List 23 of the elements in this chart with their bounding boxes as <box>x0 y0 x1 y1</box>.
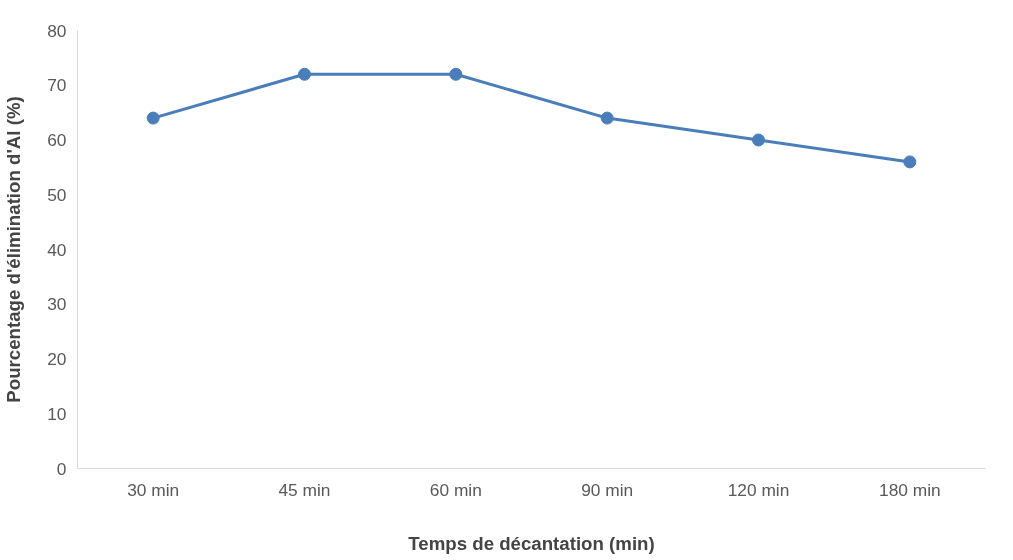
y-axis-title: Pourcentage d'élimination d'Al (%) <box>3 96 25 403</box>
y-tick-label: 40 <box>47 239 67 260</box>
y-tick-label: 30 <box>47 294 67 315</box>
point <box>298 67 311 81</box>
x-tick-label: 180 min <box>879 479 941 500</box>
x-tick-label: 45 min <box>278 479 331 500</box>
x-tick-label: 30 min <box>127 479 180 500</box>
y-tick-label: 60 <box>47 130 67 150</box>
y-tick-label: 0 <box>56 458 67 479</box>
y-tick-label: 20 <box>47 349 67 369</box>
point <box>449 67 463 81</box>
point <box>752 133 765 147</box>
y-tick-label: 10 <box>47 403 67 424</box>
y-tick-label: 50 <box>47 184 67 205</box>
point <box>600 111 614 125</box>
x-axis-title: Temps de décantation (min) <box>408 532 655 554</box>
x-tick-label: 90 min <box>581 479 634 500</box>
y-tick-label: 80 <box>47 20 67 41</box>
y-tick-label: 70 <box>47 75 67 96</box>
point <box>146 111 160 125</box>
x-tick-label: 120 min <box>727 479 790 500</box>
point <box>903 155 917 169</box>
x-tick-label: 60 min <box>429 479 482 500</box>
